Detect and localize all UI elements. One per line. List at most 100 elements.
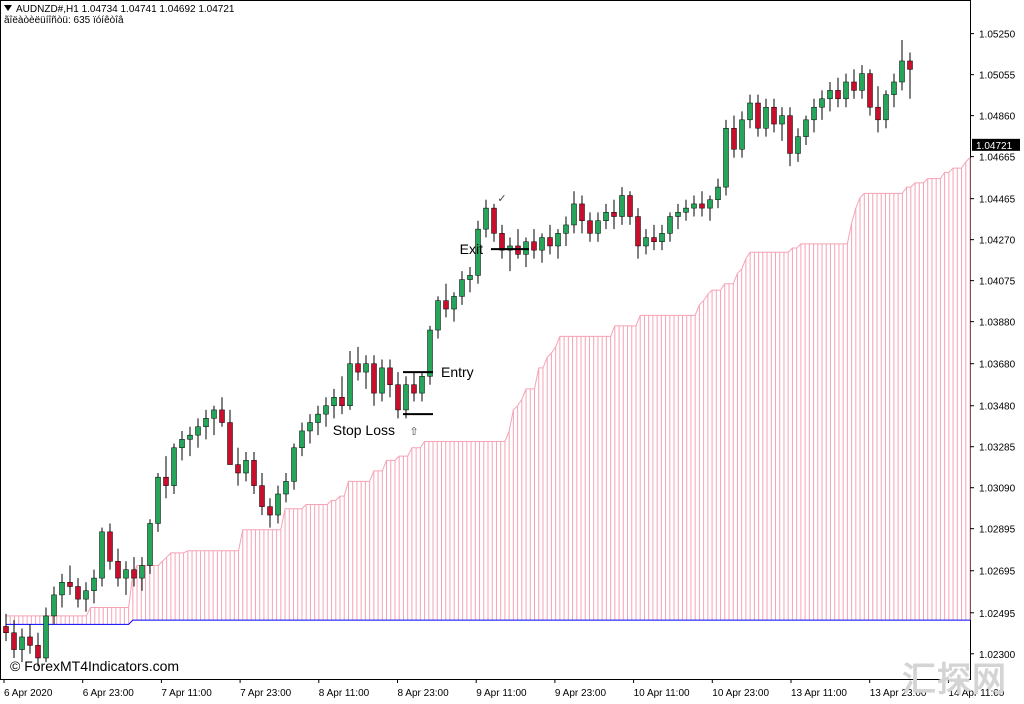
candle xyxy=(131,557,137,587)
candle xyxy=(787,107,793,167)
candle xyxy=(331,388,337,419)
candle-body xyxy=(627,195,633,217)
x-tick-label: 10 Apr 11:00 xyxy=(634,688,690,699)
candle-body xyxy=(851,81,857,91)
candle-body xyxy=(283,481,289,495)
candle xyxy=(435,296,441,339)
dropdown-triangle-icon[interactable] xyxy=(4,5,12,11)
y-tick-label: 1.03680 xyxy=(979,360,1016,371)
candle xyxy=(347,351,353,410)
x-tick-label: 9 Apr 23:00 xyxy=(555,688,607,699)
y-tick-label: 1.04075 xyxy=(979,277,1016,288)
candle-body xyxy=(419,376,425,394)
candle xyxy=(99,527,105,587)
candle-body xyxy=(339,397,345,406)
candle-body xyxy=(243,460,249,474)
candle xyxy=(355,346,361,381)
candle xyxy=(899,39,905,91)
candle-body xyxy=(443,300,449,310)
candle xyxy=(587,212,593,242)
candle-body xyxy=(371,363,377,394)
candle xyxy=(339,376,345,415)
candle xyxy=(251,451,257,495)
candle-body xyxy=(499,233,505,251)
candle xyxy=(371,355,377,406)
candle-body xyxy=(275,493,281,516)
candle-body xyxy=(571,203,577,226)
candle-body xyxy=(475,228,481,276)
candle xyxy=(651,224,657,251)
candle xyxy=(747,94,753,129)
candle xyxy=(739,111,745,158)
candle-body xyxy=(611,212,617,217)
candle-body xyxy=(131,569,137,579)
price-axis[interactable]: 1.05250 1.05055 1.04860 1.04665 1.04465 1.042… xyxy=(970,30,1020,661)
candle xyxy=(219,397,225,427)
candle-body xyxy=(259,485,265,507)
candle xyxy=(763,98,769,137)
candle xyxy=(35,632,41,667)
candle xyxy=(683,199,689,221)
candle-body xyxy=(523,241,529,255)
candle-body xyxy=(203,418,209,427)
candle-body xyxy=(211,409,217,419)
candle-body xyxy=(707,199,713,209)
candle xyxy=(187,426,193,457)
candle xyxy=(171,443,177,495)
candle-body xyxy=(867,73,873,108)
candle-body xyxy=(603,212,609,221)
candle xyxy=(499,224,505,259)
current-price-label: 1.04721 xyxy=(976,141,1013,152)
cloud-lower-line xyxy=(6,619,970,625)
candle-body xyxy=(779,115,785,125)
annotation-label: Entry xyxy=(441,364,474,380)
candle-body xyxy=(579,203,585,221)
symbol-header[interactable]: AUDNZD#,H1 1.04734 1.04741 1.04692 1.047… xyxy=(4,4,235,15)
candle-body xyxy=(387,367,393,385)
candle-body xyxy=(35,645,41,659)
candle-body xyxy=(771,106,777,125)
candle-body xyxy=(179,439,185,449)
candle xyxy=(155,472,161,532)
candle-body xyxy=(379,367,385,394)
candle-body xyxy=(595,220,601,234)
x-tick-label: 7 Apr 11:00 xyxy=(161,688,212,699)
ichimoku-cloud xyxy=(5,157,971,625)
candle-body xyxy=(83,590,89,600)
candle-body xyxy=(659,233,665,242)
y-tick-label: 1.02495 xyxy=(979,609,1016,620)
candle xyxy=(595,212,601,242)
candle xyxy=(267,498,273,528)
candle xyxy=(627,191,633,225)
candle xyxy=(395,372,401,419)
x-tick-label: 6 Apr 23:00 xyxy=(83,688,135,699)
candle xyxy=(843,73,849,108)
x-tick-label: 13 Apr 11:00 xyxy=(791,688,847,699)
candle-body xyxy=(691,203,697,209)
candle-body xyxy=(459,279,465,297)
watermark-logo: 汇探网 xyxy=(902,661,1007,699)
candle xyxy=(59,573,65,608)
y-tick-label: 1.02300 xyxy=(979,650,1016,661)
candle-body xyxy=(363,363,369,373)
candle-body xyxy=(91,577,97,591)
candle-body xyxy=(587,220,593,234)
candle-body xyxy=(827,90,833,100)
candle-body xyxy=(347,363,353,406)
y-tick-label: 1.03880 xyxy=(979,318,1016,329)
candle-body xyxy=(315,413,321,423)
candle xyxy=(163,456,169,499)
time-axis[interactable]: 6 Apr 2020 6 Apr 23:00 7 Apr 11:00 7 Apr 23… xyxy=(3,679,1005,699)
candle xyxy=(715,178,721,209)
candle-body xyxy=(219,409,225,423)
candle-body xyxy=(539,237,545,251)
candle-body xyxy=(747,102,753,121)
candle xyxy=(283,472,289,503)
candle xyxy=(115,548,121,587)
y-tick-label: 1.04270 xyxy=(979,236,1016,247)
candle-body xyxy=(19,636,25,650)
candle-body xyxy=(819,98,825,108)
candle xyxy=(571,191,577,234)
candle-body xyxy=(651,237,657,242)
